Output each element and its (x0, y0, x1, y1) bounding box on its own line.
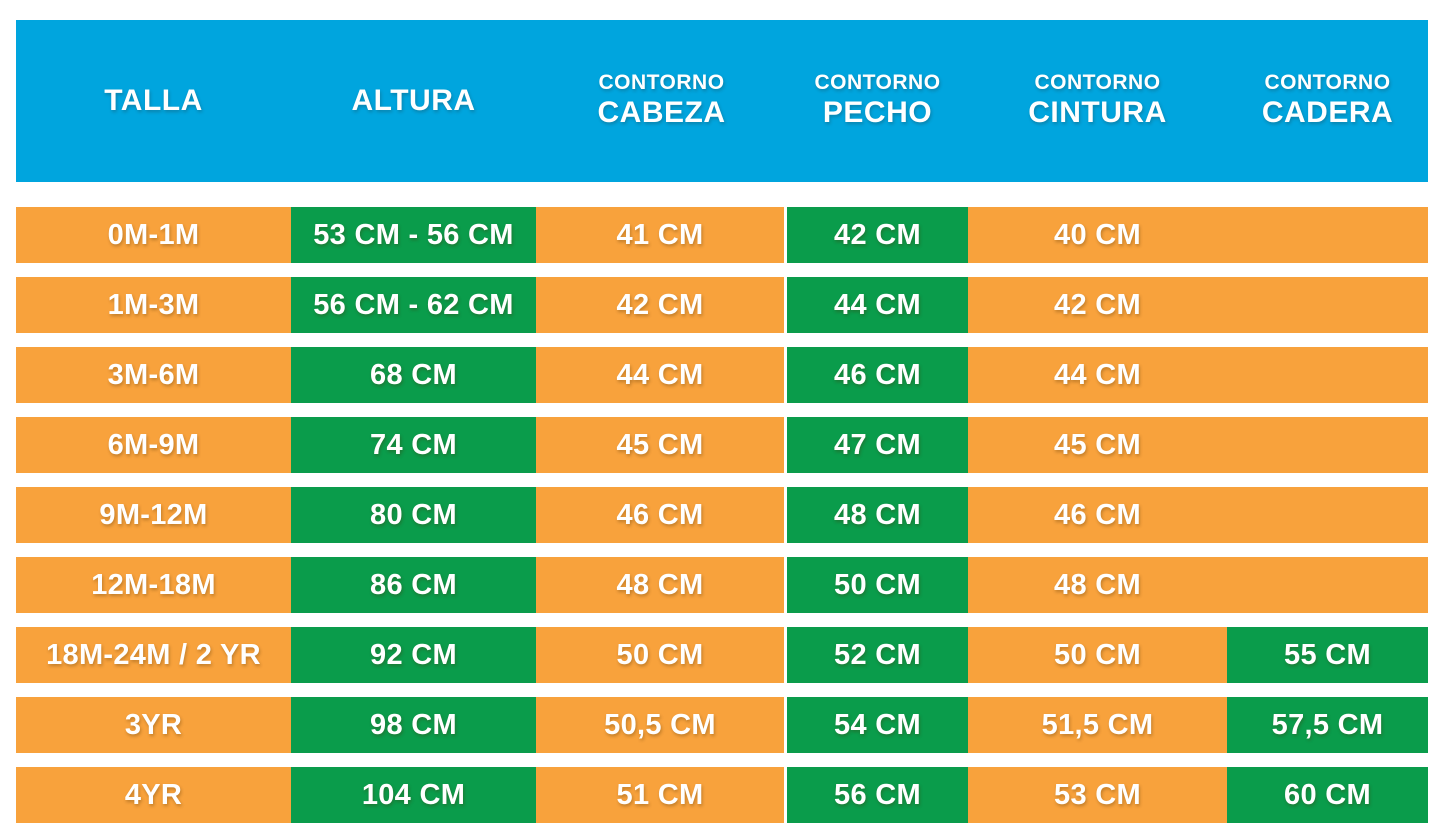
column-gap (784, 207, 787, 263)
header-col-contorno-cadera: CONTORNO CADERA (1227, 20, 1428, 182)
cell-pecho: 52 CM (787, 627, 968, 683)
table-body: 0M-1M 53 CM - 56 CM 41 CM 42 CM 40 CM 1M-3M 56… (16, 207, 1428, 823)
cell-talla: 3YR (16, 697, 291, 753)
cell-cadera (1227, 207, 1428, 263)
header-label-sub: CONTORNO (1264, 70, 1391, 94)
table-row: 4YR 104 CM 51 CM 56 CM 53 CM 60 CM (16, 767, 1428, 823)
cell-pecho: 44 CM (787, 277, 968, 333)
column-gap (784, 347, 787, 403)
table-header-row: TALLA ALTURA CONTORNO CABEZA CONTORNO PE… (16, 20, 1428, 182)
column-gap (784, 487, 787, 543)
cell-cadera (1227, 347, 1428, 403)
header-label-main: ALTURA (351, 84, 476, 117)
header-label-main: CADERA (1261, 96, 1394, 130)
table-row: 9M-12M 80 CM 46 CM 48 CM 46 CM (16, 487, 1428, 543)
cell-cintura: 53 CM (968, 767, 1227, 823)
cell-talla: 4YR (16, 767, 291, 823)
cell-altura: 104 CM (291, 767, 536, 823)
cell-pecho: 48 CM (787, 487, 968, 543)
cell-cadera: 55 CM (1227, 627, 1428, 683)
cell-cabeza: 48 CM (536, 557, 784, 613)
cell-cabeza: 50 CM (536, 627, 784, 683)
cell-cintura: 44 CM (968, 347, 1227, 403)
table-row: 6M-9M 74 CM 45 CM 47 CM 45 CM (16, 417, 1428, 473)
cell-altura: 53 CM - 56 CM (291, 207, 536, 263)
cell-altura: 68 CM (291, 347, 536, 403)
cell-cintura: 45 CM (968, 417, 1227, 473)
header-col-contorno-cintura: CONTORNO CINTURA (968, 20, 1227, 182)
cell-cadera (1227, 277, 1428, 333)
table-row: 18M-24M / 2 YR 92 CM 50 CM 52 CM 50 CM 55 CM (16, 627, 1428, 683)
cell-cabeza: 42 CM (536, 277, 784, 333)
cell-altura: 74 CM (291, 417, 536, 473)
header-label-sub: CONTORNO (598, 70, 725, 94)
table-row: 3M-6M 68 CM 44 CM 46 CM 44 CM (16, 347, 1428, 403)
cell-altura: 80 CM (291, 487, 536, 543)
cell-pecho: 54 CM (787, 697, 968, 753)
cell-cintura: 40 CM (968, 207, 1227, 263)
cell-pecho: 46 CM (787, 347, 968, 403)
cell-cabeza: 50,5 CM (536, 697, 784, 753)
header-label-sub: CONTORNO (1034, 70, 1161, 94)
column-gap (784, 767, 787, 823)
table-row: 3YR 98 CM 50,5 CM 54 CM 51,5 CM 57,5 CM (16, 697, 1428, 753)
header-label-main: PECHO (822, 96, 933, 130)
cell-talla: 6M-9M (16, 417, 291, 473)
cell-cintura: 42 CM (968, 277, 1227, 333)
cell-cintura: 50 CM (968, 627, 1227, 683)
cell-talla: 0M-1M (16, 207, 291, 263)
header-col-contorno-cabeza: CONTORNO CABEZA (536, 20, 787, 182)
cell-talla: 3M-6M (16, 347, 291, 403)
table-row: 1M-3M 56 CM - 62 CM 42 CM 44 CM 42 CM (16, 277, 1428, 333)
cell-altura: 86 CM (291, 557, 536, 613)
column-gap (784, 417, 787, 473)
cell-cadera (1227, 557, 1428, 613)
cell-altura: 56 CM - 62 CM (291, 277, 536, 333)
cell-cadera (1227, 417, 1428, 473)
cell-pecho: 56 CM (787, 767, 968, 823)
cell-pecho: 42 CM (787, 207, 968, 263)
header-col-talla: TALLA (16, 20, 291, 182)
header-label-main: CABEZA (597, 96, 726, 130)
cell-cadera (1227, 487, 1428, 543)
cell-cintura: 48 CM (968, 557, 1227, 613)
header-label-main: CINTURA (1028, 96, 1167, 130)
cell-cadera: 60 CM (1227, 767, 1428, 823)
cell-cabeza: 44 CM (536, 347, 784, 403)
cell-altura: 98 CM (291, 697, 536, 753)
header-col-contorno-pecho: CONTORNO PECHO (787, 20, 968, 182)
column-gap (784, 697, 787, 753)
column-gap (784, 277, 787, 333)
cell-talla: 12M-18M (16, 557, 291, 613)
header-label-main: TALLA (104, 84, 203, 117)
header-col-altura: ALTURA (291, 20, 536, 182)
cell-altura: 92 CM (291, 627, 536, 683)
cell-pecho: 47 CM (787, 417, 968, 473)
cell-pecho: 50 CM (787, 557, 968, 613)
cell-talla: 1M-3M (16, 277, 291, 333)
column-gap (784, 627, 787, 683)
header-label-sub: CONTORNO (814, 70, 941, 94)
size-chart-table: TALLA ALTURA CONTORNO CABEZA CONTORNO PE… (16, 20, 1428, 837)
table-row: 12M-18M 86 CM 48 CM 50 CM 48 CM (16, 557, 1428, 613)
cell-cabeza: 41 CM (536, 207, 784, 263)
table-row: 0M-1M 53 CM - 56 CM 41 CM 42 CM 40 CM (16, 207, 1428, 263)
column-gap (784, 557, 787, 613)
cell-cabeza: 46 CM (536, 487, 784, 543)
cell-talla: 9M-12M (16, 487, 291, 543)
cell-cintura: 51,5 CM (968, 697, 1227, 753)
cell-talla: 18M-24M / 2 YR (16, 627, 291, 683)
cell-cabeza: 45 CM (536, 417, 784, 473)
cell-cabeza: 51 CM (536, 767, 784, 823)
cell-cadera: 57,5 CM (1227, 697, 1428, 753)
cell-cintura: 46 CM (968, 487, 1227, 543)
